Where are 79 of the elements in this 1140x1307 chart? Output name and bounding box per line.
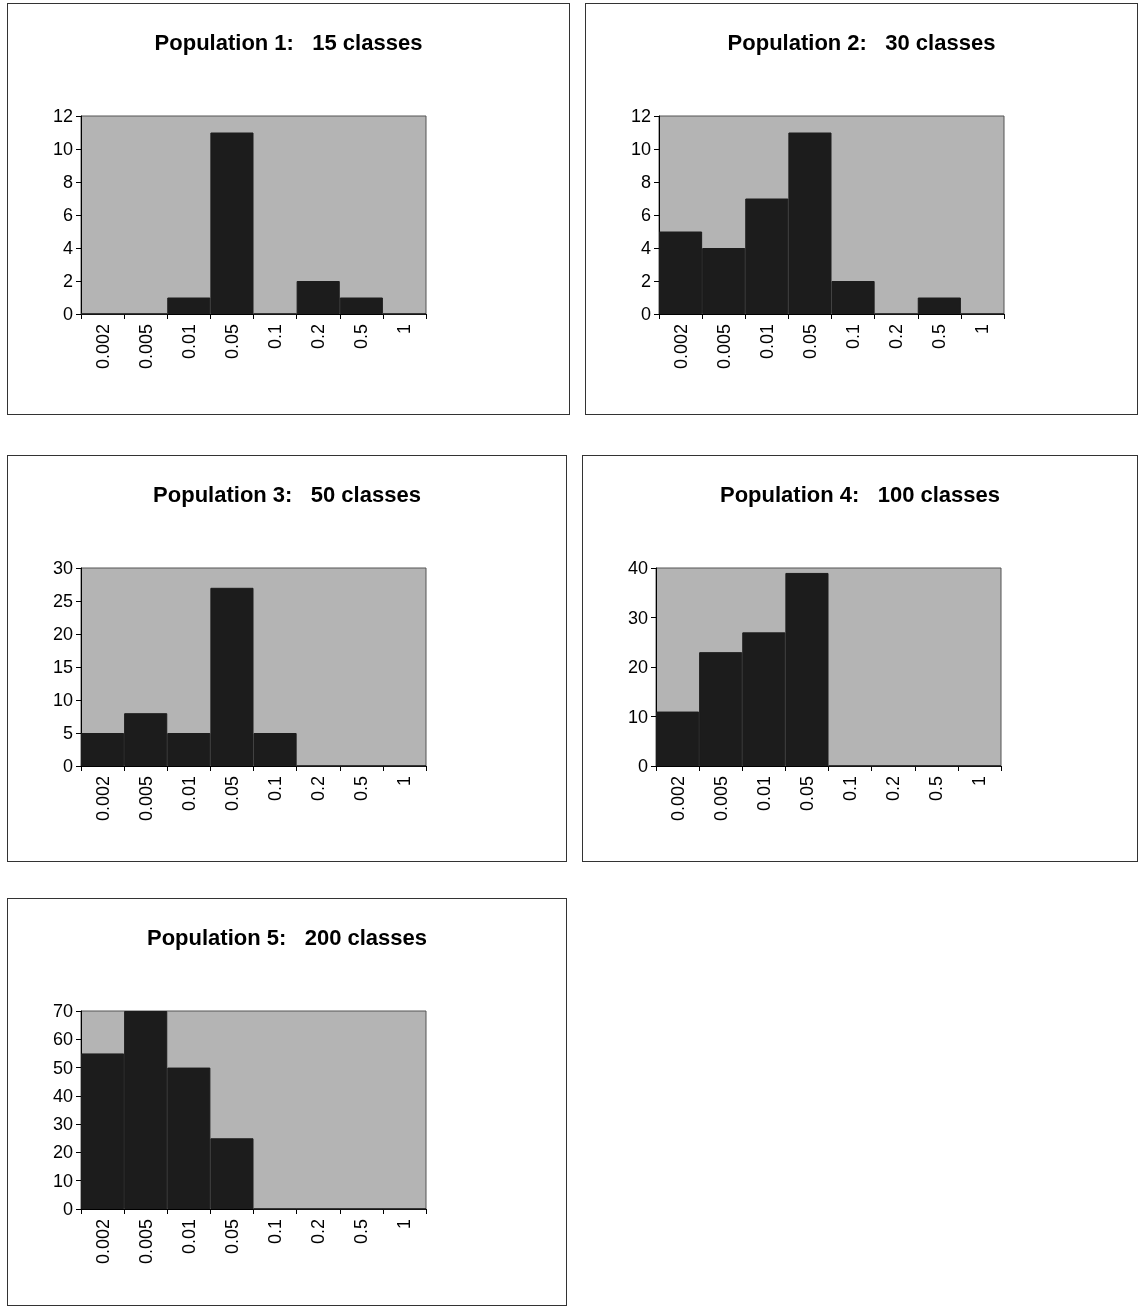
y-tick-label: 12 bbox=[52, 106, 73, 126]
x-tick-label: 1 bbox=[394, 776, 415, 787]
y-tick-label: 10 bbox=[52, 139, 73, 159]
x-tick-label: 0.1 bbox=[840, 776, 861, 802]
x-tick-label: 0.05 bbox=[221, 776, 242, 812]
y-tick-label: 15 bbox=[52, 657, 73, 677]
x-tick-label: 0.01 bbox=[178, 324, 199, 360]
y-tick-label: 12 bbox=[630, 106, 651, 126]
x-tick-label: 0.002 bbox=[92, 776, 113, 822]
x-tick-label: 0.1 bbox=[843, 324, 864, 350]
x-tick-label: 0.2 bbox=[886, 324, 907, 350]
x-tick-label: 0.2 bbox=[308, 1219, 329, 1245]
x-tick-label: 0.005 bbox=[710, 776, 731, 822]
x-tick-label: 0.2 bbox=[308, 324, 329, 350]
y-tick-label: 0 bbox=[62, 1199, 73, 1219]
x-tick-label: 0.5 bbox=[351, 324, 372, 350]
y-tick-label: 40 bbox=[627, 558, 648, 578]
x-tick-label: 0.05 bbox=[221, 324, 242, 360]
y-tick-label: 0 bbox=[62, 304, 73, 324]
y-tick-label: 30 bbox=[52, 558, 73, 578]
x-tick-label: 1 bbox=[394, 1219, 415, 1230]
chart-title: Population 4: 100 classes bbox=[719, 481, 1001, 507]
x-tick-label: 0.05 bbox=[799, 324, 820, 360]
chart-title: Population 5: 200 classes bbox=[146, 924, 428, 950]
y-tick-label: 0 bbox=[62, 756, 73, 776]
x-tick-label: 0.01 bbox=[178, 776, 199, 812]
x-tick-label: 0.5 bbox=[929, 324, 950, 350]
y-tick-label: 0 bbox=[637, 756, 648, 776]
x-tick-label: 0.01 bbox=[753, 776, 774, 812]
x-tick-label: 0.01 bbox=[178, 1219, 199, 1255]
y-tick-label: 20 bbox=[52, 624, 73, 644]
y-tick-label: 10 bbox=[630, 139, 651, 159]
y-tick-label: 8 bbox=[640, 172, 651, 192]
y-tick-label: 2 bbox=[62, 271, 73, 291]
x-tick-label: 0.005 bbox=[713, 324, 734, 370]
y-tick-label: 10 bbox=[52, 690, 73, 710]
y-tick-label: 6 bbox=[640, 205, 651, 225]
y-tick-label: 30 bbox=[52, 1114, 73, 1135]
x-tick-label: 0.005 bbox=[135, 324, 156, 370]
y-tick-label: 0 bbox=[640, 304, 651, 324]
y-tick-label: 30 bbox=[627, 607, 648, 628]
x-tick-label: 1 bbox=[969, 776, 990, 787]
x-tick-label: 1 bbox=[394, 324, 415, 335]
y-tick-label: 8 bbox=[62, 172, 73, 192]
x-tick-label: 0.002 bbox=[670, 324, 691, 370]
y-tick-label: 6 bbox=[62, 205, 73, 225]
x-tick-label: 0.2 bbox=[883, 776, 904, 802]
chart-title: Population 3: 50 classes bbox=[153, 481, 421, 507]
x-tick-label: 0.5 bbox=[351, 776, 372, 802]
y-tick-label: 70 bbox=[52, 1001, 73, 1021]
y-tick-label: 2 bbox=[640, 271, 651, 291]
x-tick-label: 1 bbox=[972, 324, 993, 335]
y-tick-label: 60 bbox=[52, 1029, 73, 1050]
chart-title: Population 1: 15 classes bbox=[154, 29, 423, 55]
y-tick-label: 10 bbox=[52, 1170, 73, 1191]
y-tick-label: 20 bbox=[627, 657, 648, 677]
x-tick-label: 0.05 bbox=[221, 1219, 242, 1255]
x-tick-label: 0.1 bbox=[265, 776, 286, 802]
y-tick-label: 40 bbox=[52, 1085, 73, 1106]
x-tick-label: 0.1 bbox=[265, 1219, 286, 1245]
x-tick-label: 0.05 bbox=[796, 776, 817, 812]
x-tick-label: 0.002 bbox=[92, 324, 113, 370]
y-tick-label: 4 bbox=[640, 238, 651, 258]
y-tick-label: 50 bbox=[52, 1057, 73, 1078]
y-tick-label: 20 bbox=[52, 1142, 73, 1163]
x-tick-label: 0.002 bbox=[92, 1219, 113, 1265]
x-tick-label: 0.2 bbox=[308, 776, 329, 802]
chart-title: Population 2: 30 classes bbox=[727, 29, 996, 55]
x-tick-label: 0.5 bbox=[926, 776, 947, 802]
x-tick-label: 0.002 bbox=[667, 776, 688, 822]
y-tick-label: 10 bbox=[627, 706, 648, 727]
x-tick-label: 0.005 bbox=[135, 1219, 156, 1265]
x-tick-label: 0.01 bbox=[756, 324, 777, 360]
x-tick-label: 0.005 bbox=[135, 776, 156, 822]
y-tick-label: 4 bbox=[62, 238, 73, 258]
x-tick-label: 0.1 bbox=[265, 324, 286, 350]
y-tick-label: 25 bbox=[52, 591, 73, 611]
x-tick-label: 0.5 bbox=[351, 1219, 372, 1245]
y-tick-label: 5 bbox=[62, 723, 73, 743]
